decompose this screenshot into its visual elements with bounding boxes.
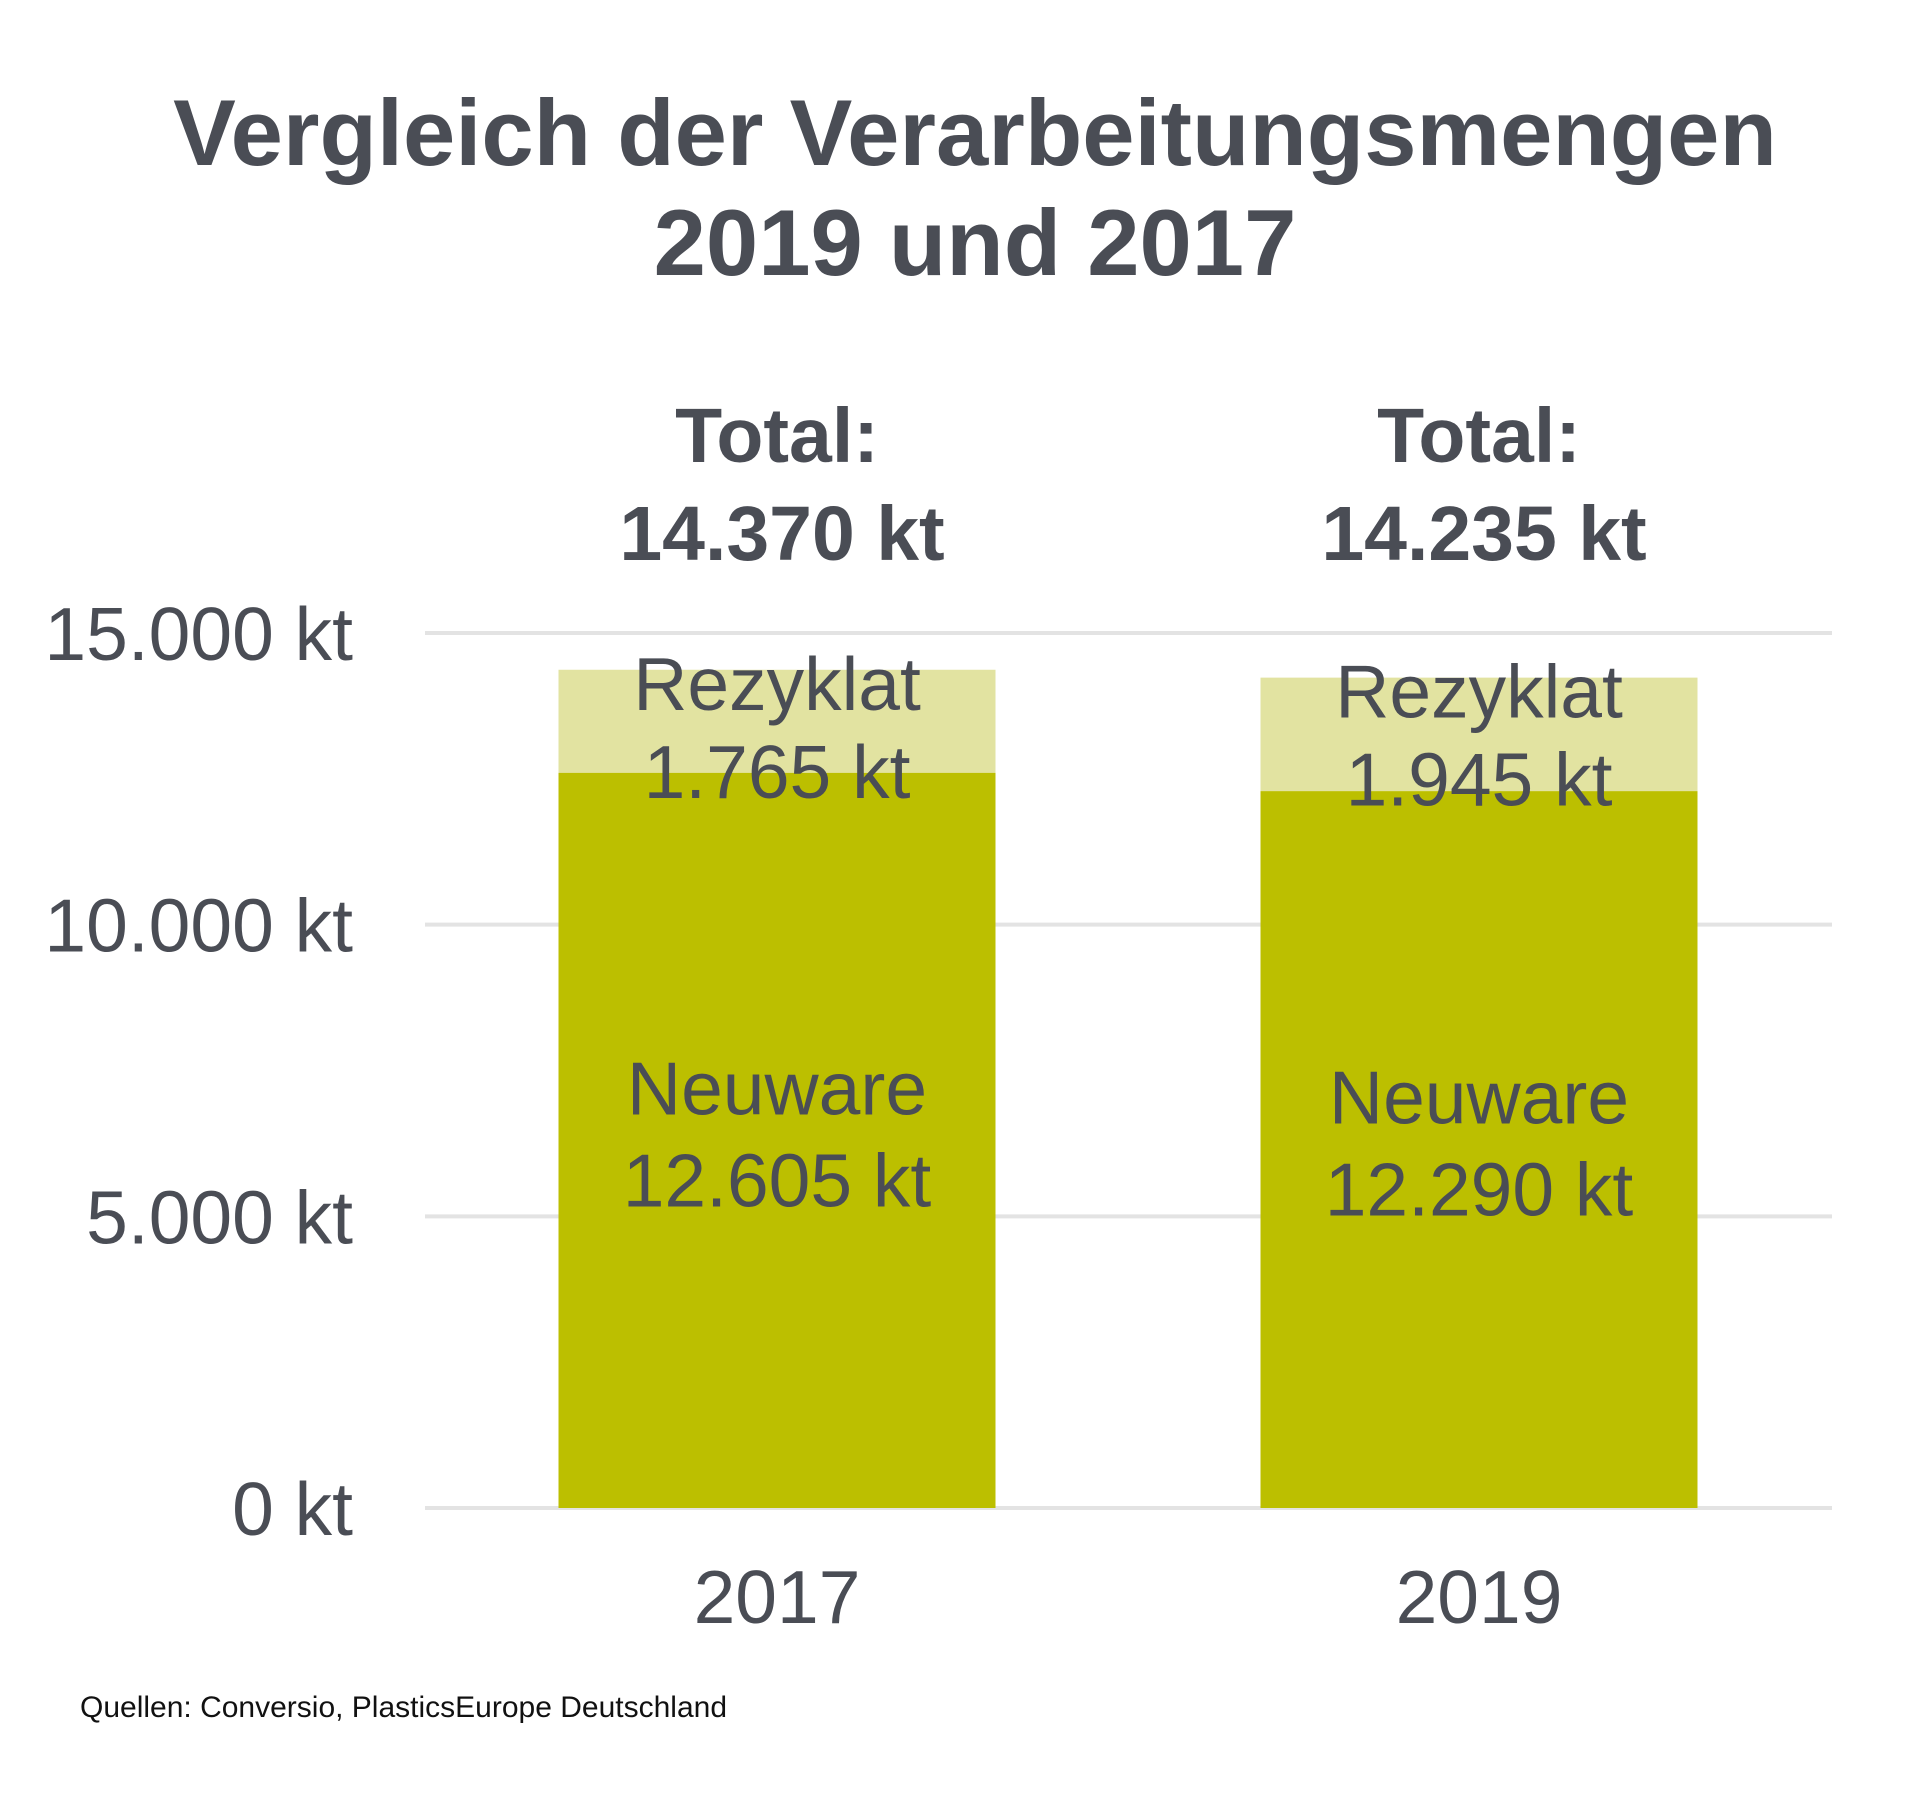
total-labels: Total: 14.370 kt Total: 14.235 kt bbox=[619, 393, 1646, 577]
segment-label-value: 1.765 kt bbox=[644, 730, 911, 814]
y-tick-label: 0 kt bbox=[232, 1467, 353, 1551]
y-tick-label: 10.000 kt bbox=[44, 884, 353, 968]
y-tick-label: 5.000 kt bbox=[86, 1175, 353, 1259]
segment-label-value: 1.945 kt bbox=[1346, 738, 1613, 822]
segment-label-name: Rezyklat bbox=[633, 642, 921, 726]
source-note: Quellen: Conversio, PlasticsEurope Deuts… bbox=[80, 1691, 727, 1724]
chart-title-line-2: 2019 und 2017 bbox=[654, 190, 1297, 295]
total-label: Total: bbox=[675, 393, 879, 479]
bar-segment-neuware-2017 bbox=[558, 772, 996, 1508]
x-tick-label: 2019 bbox=[1396, 1555, 1563, 1639]
bars bbox=[558, 669, 1698, 1508]
bar-segment-rezyklat-2017 bbox=[558, 669, 996, 773]
segment-label-name: Neuware bbox=[1329, 1056, 1629, 1140]
bar-segment-neuware-2019 bbox=[1260, 791, 1698, 1508]
total-value: 14.370 kt bbox=[619, 491, 944, 577]
x-tick-label: 2017 bbox=[694, 1555, 861, 1639]
total-label: Total: bbox=[1377, 393, 1581, 479]
chart-title: Vergleich der Verarbeitungsmengen 2019 u… bbox=[173, 80, 1777, 295]
y-axis-ticks: 0 kt 5.000 kt 10.000 kt 15.000 kt bbox=[44, 592, 353, 1551]
segment-label-name: Neuware bbox=[627, 1046, 927, 1130]
segment-label-value: 12.290 kt bbox=[1325, 1148, 1634, 1232]
segment-label-name: Rezyklat bbox=[1335, 650, 1623, 734]
segment-label-value: 12.605 kt bbox=[623, 1138, 932, 1222]
x-axis-ticks: 2017 2019 bbox=[694, 1555, 1563, 1639]
bar-segment-rezyklat-2019 bbox=[1260, 677, 1698, 792]
total-value: 14.235 kt bbox=[1321, 491, 1646, 577]
y-tick-label: 15.000 kt bbox=[44, 592, 353, 676]
chart-title-line-1: Vergleich der Verarbeitungsmengen bbox=[173, 80, 1777, 185]
